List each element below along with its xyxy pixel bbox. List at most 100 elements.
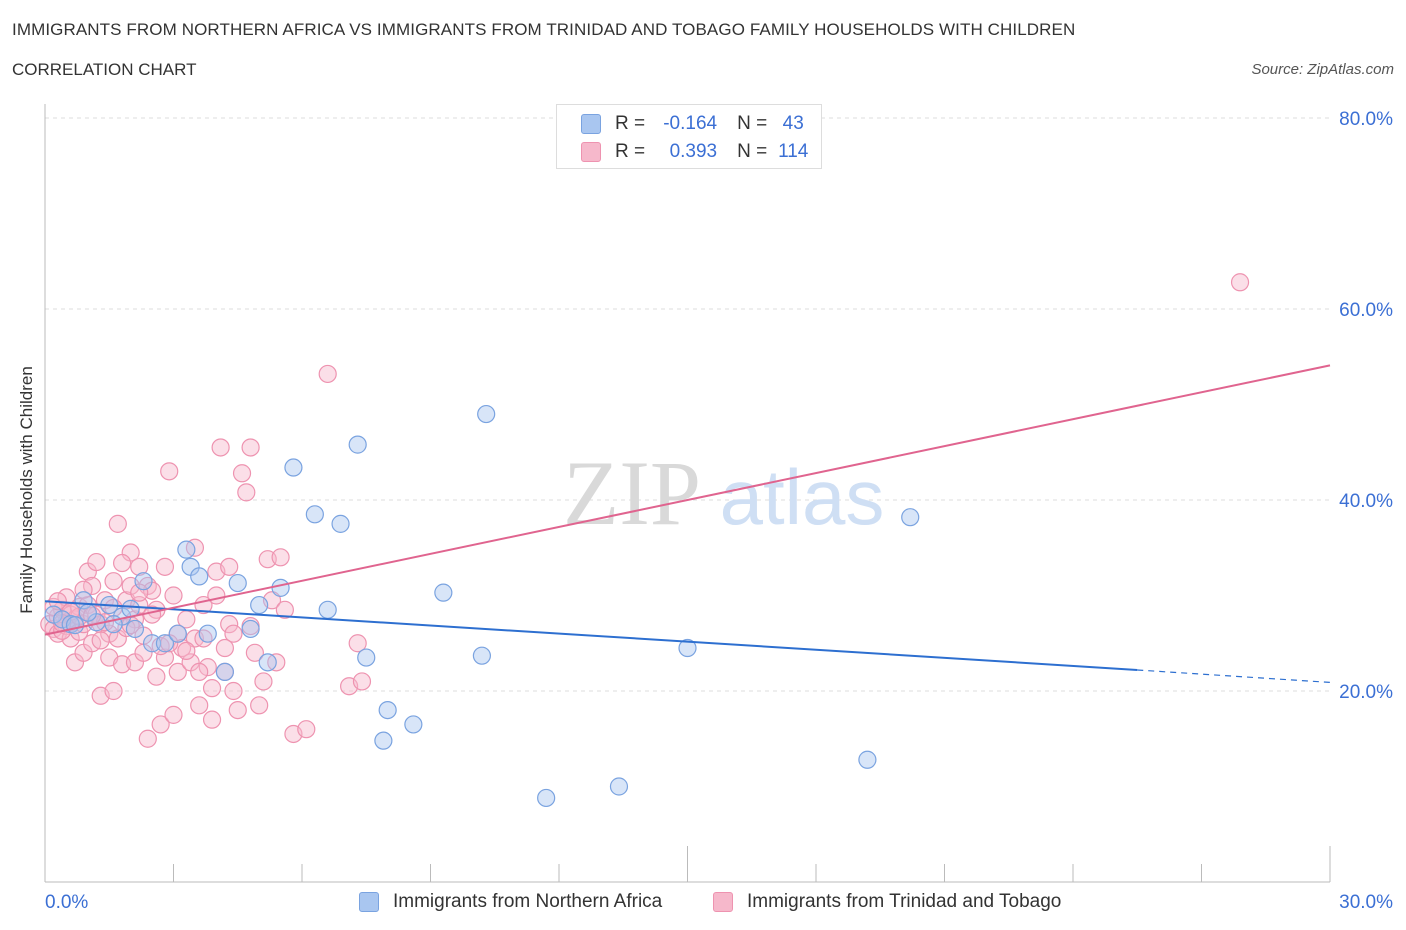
legend-swatch-pink (581, 142, 601, 162)
point-trinidad (250, 696, 269, 715)
point-north-africa (858, 750, 877, 769)
x-tick-label: 30.0% (1339, 892, 1393, 913)
point-north-africa (348, 435, 367, 454)
point-trinidad (207, 586, 226, 605)
point-trinidad (297, 720, 316, 739)
point-north-africa (331, 514, 350, 533)
point-trinidad (228, 700, 247, 720)
point-trinidad (241, 438, 260, 457)
point-trinidad (108, 514, 127, 533)
point-north-africa (305, 505, 324, 524)
point-trinidad (318, 364, 337, 384)
axis-ticks (44, 846, 1331, 882)
point-trinidad (130, 557, 149, 576)
trend-line-north-africa-extension (1137, 669, 1331, 684)
point-trinidad (245, 643, 264, 662)
trend-line-trinidad (44, 364, 1331, 636)
legend-item-trinidad: Immigrants from Trinidad and Tobago (713, 891, 1061, 913)
point-north-africa (198, 624, 217, 643)
watermark-atlas: atlas (720, 453, 885, 541)
point-trinidad (138, 729, 157, 748)
grid-lines (45, 117, 1330, 692)
point-trinidad (160, 462, 179, 481)
point-north-africa (250, 595, 269, 615)
legend-label-north-africa: Immigrants from Northern Africa (393, 891, 663, 912)
point-north-africa (374, 731, 393, 750)
point-north-africa (477, 404, 496, 424)
x-tick-label: 0.0% (45, 892, 88, 913)
trend-line-north-africa (44, 600, 1138, 671)
point-trinidad (168, 662, 187, 682)
legend-swatch-blue (581, 114, 601, 134)
point-north-africa (318, 600, 337, 619)
point-trinidad (151, 715, 170, 734)
point-north-africa (134, 572, 153, 591)
legend-swatch-pink (713, 892, 733, 912)
point-trinidad (211, 438, 230, 457)
chart-subtitle: CORRELATION CHART (12, 60, 197, 79)
point-north-africa (537, 788, 556, 808)
legend-r-label: R = (615, 113, 646, 134)
legend-label-trinidad: Immigrants from Trinidad and Tobago (747, 891, 1062, 912)
point-north-africa (241, 619, 260, 639)
watermark: ZIP atlas (563, 442, 884, 544)
point-trinidad (104, 681, 123, 701)
legend-row-north-africa: R = -0.164 N = 43 (581, 112, 819, 136)
point-trinidad (1230, 273, 1250, 292)
y-tick-label: 20.0% (1339, 682, 1393, 703)
point-north-africa (142, 634, 162, 653)
legend-r-value: -0.164 (663, 113, 718, 134)
point-trinidad (83, 576, 102, 596)
point-north-africa (472, 646, 491, 665)
point-trinidad (224, 624, 243, 643)
point-trinidad (348, 634, 367, 653)
source-label: Source: ZipAtlas.com (1251, 61, 1394, 78)
point-trinidad (352, 672, 372, 691)
point-trinidad (215, 638, 234, 658)
y-tick-label: 40.0% (1339, 491, 1393, 512)
legend-n-label: N = (737, 113, 768, 134)
point-north-africa (65, 616, 85, 635)
point-trinidad (254, 672, 273, 691)
point-north-africa (284, 458, 303, 477)
legend-swatch-blue (359, 892, 379, 912)
point-trinidad (232, 464, 252, 483)
point-trinidad (271, 548, 290, 567)
point-trinidad (220, 615, 239, 634)
point-trinidad (202, 710, 222, 729)
legend-n-value: 114 (778, 141, 809, 162)
legend-n-label: N = (737, 141, 768, 162)
point-north-africa (404, 715, 423, 734)
legend-n-value: 43 (782, 113, 804, 134)
point-trinidad (275, 600, 294, 619)
series-north-africa-points (44, 404, 920, 808)
point-trinidad (87, 552, 106, 572)
point-trinidad (220, 557, 239, 576)
point-north-africa (271, 578, 290, 597)
legend-row-trinidad: R = 0.393 N = 114 (581, 140, 819, 164)
point-north-africa (609, 777, 629, 796)
point-trinidad (74, 580, 93, 599)
legend-r-label: R = (615, 141, 646, 162)
series-legend: Immigrants from Northern Africa Immigran… (0, 889, 1406, 915)
point-north-africa (155, 634, 175, 653)
point-trinidad (130, 595, 149, 615)
legend-r-value: 0.393 (669, 141, 718, 162)
point-north-africa (177, 540, 196, 559)
point-north-africa (125, 619, 145, 639)
point-trinidad (190, 696, 209, 715)
point-north-africa (215, 662, 234, 682)
point-trinidad (202, 679, 222, 698)
point-trinidad (104, 572, 123, 591)
point-north-africa (228, 573, 247, 593)
point-trinidad (155, 648, 175, 667)
point-trinidad (164, 705, 183, 724)
point-north-africa (168, 624, 187, 643)
point-north-africa (258, 653, 277, 672)
point-north-africa (190, 567, 209, 586)
point-north-africa (678, 638, 697, 658)
point-north-africa (434, 583, 453, 602)
legend-item-north-africa: Immigrants from Northern Africa (359, 891, 662, 913)
y-tick-label: 80.0% (1339, 109, 1393, 130)
